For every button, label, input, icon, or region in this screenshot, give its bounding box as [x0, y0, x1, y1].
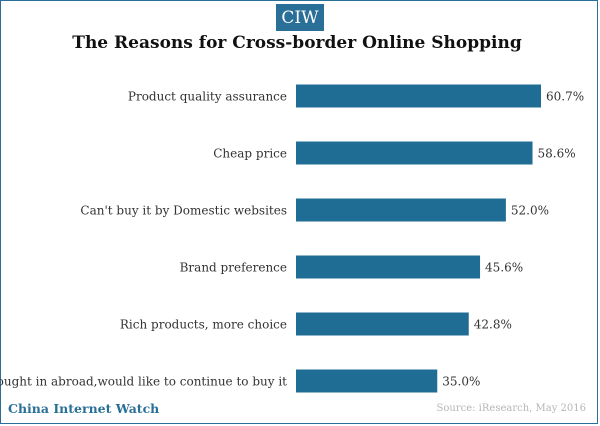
bar: [296, 84, 541, 108]
category-label: Cheap price: [213, 147, 287, 161]
bar: [296, 369, 438, 393]
footer-brand: China Internet Watch: [8, 401, 160, 416]
chart-title: The Reasons for Cross-border Online Shop…: [72, 33, 522, 53]
footer-source: Source: iResearch, May 2016: [436, 403, 586, 414]
bar: [296, 255, 481, 279]
category-label: Brand preference: [180, 261, 287, 275]
value-label: 35.0%: [442, 375, 480, 389]
category-label: Rich products, more choice: [120, 318, 287, 332]
category-label: Bought in abroad,would like to continue …: [0, 375, 287, 389]
value-label: 45.6%: [485, 261, 523, 275]
category-label: Product quality assurance: [128, 90, 287, 104]
category-label: Can't buy it by Domestic websites: [80, 204, 287, 218]
logo-text: CIW: [281, 7, 319, 28]
bar: [296, 141, 533, 165]
value-label: 52.0%: [511, 204, 549, 218]
bar: [296, 198, 506, 222]
value-label: 58.6%: [538, 147, 576, 161]
chart-title-container: The Reasons for Cross-border Online Shop…: [0, 33, 600, 53]
ciw-logo: CIW: [276, 4, 324, 31]
bar: [296, 312, 469, 336]
value-label: 60.7%: [546, 90, 584, 104]
value-label: 42.8%: [474, 318, 512, 332]
